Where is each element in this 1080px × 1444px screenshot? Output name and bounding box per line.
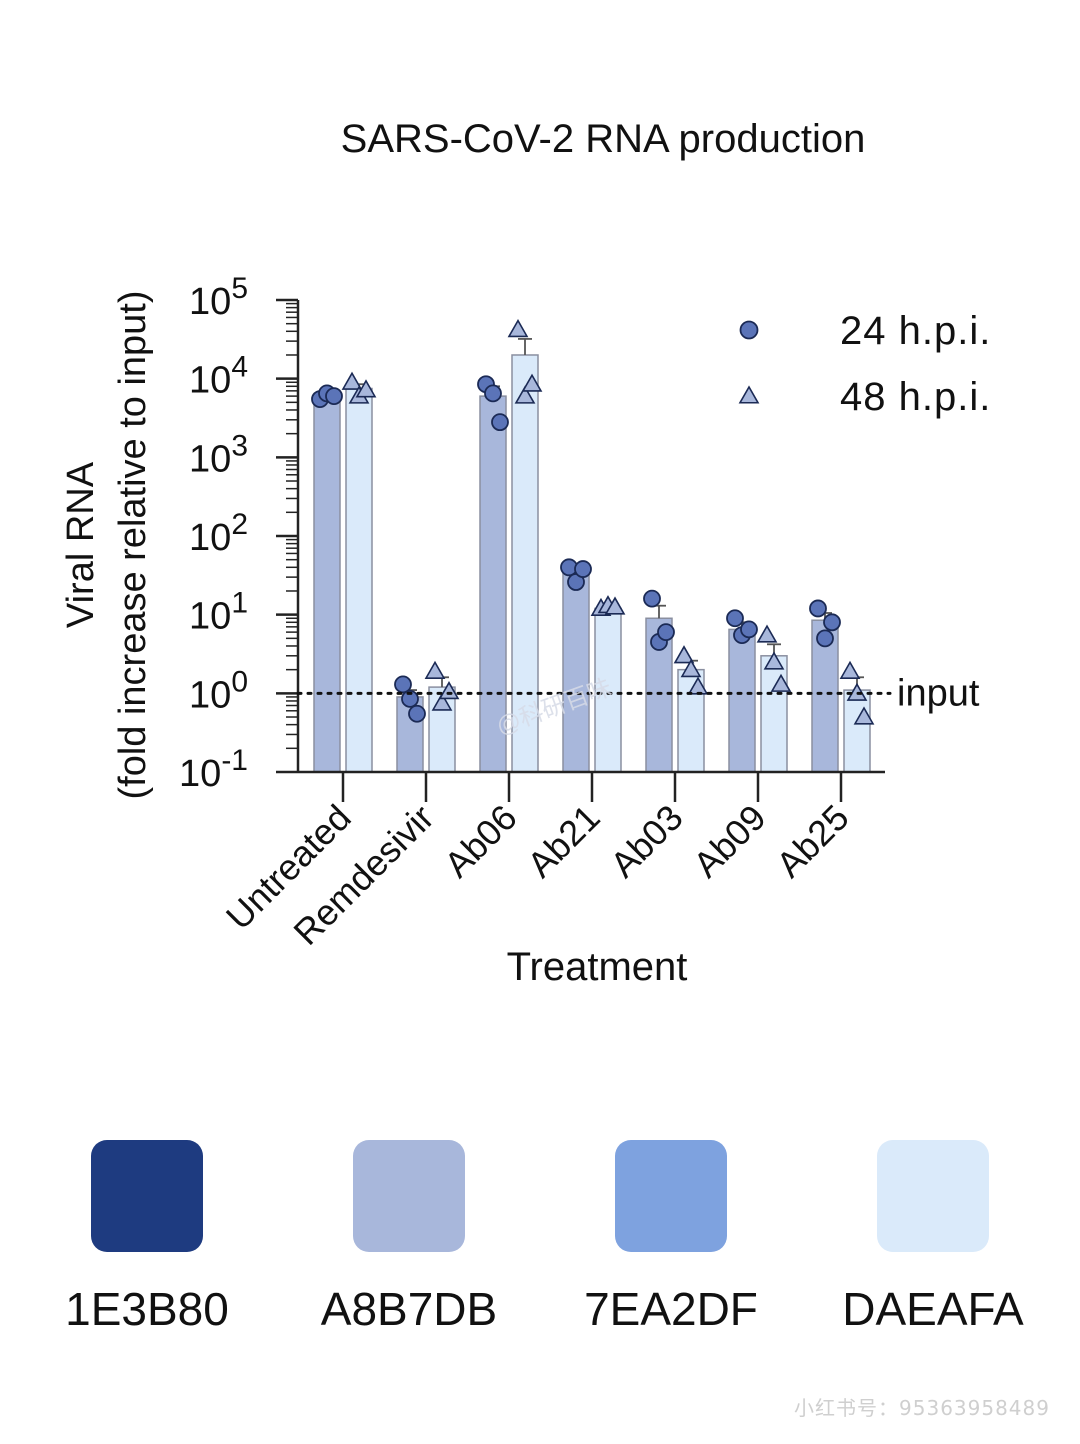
data-point-24h <box>394 675 412 694</box>
data-point-24h <box>491 413 509 432</box>
bar <box>511 354 539 773</box>
y-tick-label: 10-1 <box>179 744 248 795</box>
y-tick-label: 100 <box>189 665 248 716</box>
bar <box>313 395 341 773</box>
legend-marker-triangle <box>738 385 760 404</box>
y-axis: 10-1 100 101 102 103 104 105 <box>179 272 300 795</box>
legend-marker-circle <box>739 320 759 340</box>
x-axis-label: Treatment <box>507 945 688 989</box>
swatch-label-1: 1E3B80 <box>65 1283 229 1335</box>
y-tick-label: 104 <box>189 351 248 402</box>
color-palette: 1E3B80 A8B7DB 7EA2DF DAEAFA <box>0 1140 1080 1340</box>
input-reference-line: input <box>296 672 980 714</box>
x-tick-label: Ab25 <box>768 797 856 885</box>
data-point-48h <box>770 673 792 692</box>
y-axis-label: Viral RNA (fold increase relative to inp… <box>60 290 154 799</box>
data-point-48h <box>424 660 446 679</box>
data-point-48h <box>680 659 702 678</box>
data-point-48h <box>341 371 363 390</box>
bar <box>843 689 871 773</box>
y-axis-label-line2: (fold increase relative to input) <box>112 290 154 799</box>
data-point-48h <box>521 373 543 392</box>
swatch-2 <box>353 1140 465 1252</box>
data-point-24h <box>816 629 834 648</box>
data-point-48h <box>431 692 453 711</box>
data-point-48h <box>839 660 861 679</box>
data-point-24h <box>325 387 343 406</box>
x-tick-label: Ab21 <box>519 797 607 885</box>
bar <box>562 571 590 773</box>
swatch-4 <box>877 1140 989 1252</box>
data-point-24h <box>574 560 592 578</box>
swatch-3 <box>615 1140 727 1252</box>
data-point-24h <box>643 589 661 608</box>
legend-label: 24 h.p.i. <box>840 309 991 353</box>
chart-svg: SARS-CoV-2 RNA production Viral RNA (fol… <box>60 117 991 989</box>
chart-title: SARS-CoV-2 RNA production <box>341 117 866 161</box>
y-tick-label: 102 <box>189 508 248 559</box>
bar <box>728 628 756 773</box>
data-point-48h <box>514 385 536 404</box>
legend-label: 48 h.p.i. <box>840 375 991 419</box>
y-tick-label: 105 <box>189 272 248 323</box>
footer-id: 小红书号：95363958489 <box>794 1396 1050 1420</box>
y-tick-label: 101 <box>189 587 248 638</box>
data-point-48h <box>756 624 778 643</box>
data-point-24h <box>484 384 502 403</box>
data-point-24h <box>408 704 426 723</box>
swatch-1 <box>91 1140 203 1252</box>
data-point-48h <box>853 706 875 725</box>
data-point-48h <box>763 651 785 670</box>
data-points <box>311 319 875 725</box>
data-point-24h <box>809 599 827 618</box>
bar <box>345 387 373 773</box>
bar <box>760 655 788 773</box>
data-point-24h <box>823 613 841 632</box>
data-point-48h <box>438 681 460 700</box>
swatch-label-2: A8B7DB <box>320 1283 498 1335</box>
x-tick-label: Ab06 <box>436 797 524 885</box>
swatch-label-3: 7EA2DF <box>584 1283 758 1335</box>
data-point-24h <box>740 620 758 639</box>
x-tick-label: Ab03 <box>602 797 690 885</box>
data-point-24h <box>401 689 419 708</box>
x-tick-label: Ab09 <box>685 797 773 885</box>
legend: 24 h.p.i. 48 h.p.i. <box>738 309 991 419</box>
data-point-48h <box>507 319 529 338</box>
data-point-24h <box>657 623 675 642</box>
y-tick-label: 103 <box>189 429 248 480</box>
swatch-label-4: DAEAFA <box>842 1283 1024 1335</box>
data-point-48h <box>673 645 695 664</box>
y-axis-label-line1: Viral RNA <box>60 461 102 628</box>
data-point-48h <box>355 379 377 398</box>
data-point-24h <box>726 609 744 628</box>
input-line-label: input <box>897 672 980 714</box>
data-point-48h <box>604 596 626 615</box>
